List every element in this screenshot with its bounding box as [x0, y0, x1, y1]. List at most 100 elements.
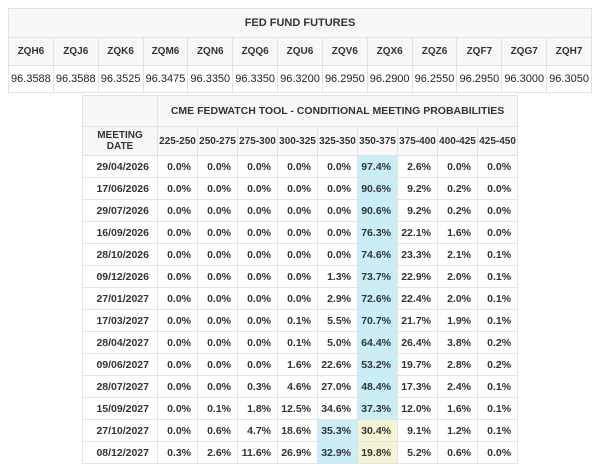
futures-contract-header: ZQH6	[8, 37, 54, 66]
fedwatch-table-body: 29/04/2026 0.0% 0.0% 0.0% 0.0% 0.0% 97.4% 2.6% 0…	[82, 155, 519, 464]
probability-cell: 0.0%	[197, 375, 238, 398]
meeting-date-cell: 16/09/2026	[82, 221, 158, 244]
fed-fund-futures-table: FED FUND FUTURES ZQH6 ZQJ6 ZQK6 ZQM6 ZQN6 ZQQ…	[8, 8, 592, 93]
probability-cell: 2.8%	[437, 353, 478, 376]
probability-cell: 26.4%	[397, 331, 438, 354]
probability-cell: 0.0%	[237, 309, 278, 332]
probability-cell: 0.2%	[476, 353, 519, 376]
rate-range-header: 300-325	[277, 126, 318, 156]
probability-cell: 2.1%	[437, 243, 478, 266]
probability-cell: 0.0%	[197, 309, 238, 332]
probability-cell: 19.8%	[357, 441, 398, 464]
probability-cell: 0.0%	[277, 221, 318, 244]
probability-cell: 73.7%	[357, 265, 398, 288]
probability-cell: 0.0%	[157, 419, 198, 442]
probability-cell: 0.1%	[476, 397, 519, 420]
meeting-date-cell: 27/10/2027	[82, 419, 158, 442]
meeting-row: 28/07/2027 0.0% 0.0% 0.3% 4.6% 27.0% 48.4% 17.3…	[82, 375, 519, 398]
probability-cell: 48.4%	[357, 375, 398, 398]
probability-cell: 0.0%	[317, 155, 358, 178]
meeting-date-cell: 09/06/2027	[82, 353, 158, 376]
probability-cell: 0.0%	[157, 199, 198, 222]
probability-cell: 0.1%	[476, 419, 519, 442]
probability-cell: 0.1%	[476, 287, 519, 310]
probability-cell: 37.3%	[357, 397, 398, 420]
probability-cell: 0.0%	[277, 155, 318, 178]
probability-cell: 0.0%	[277, 287, 318, 310]
futures-price-row: 96.3588 96.3588 96.3525 96.3475 96.3350 96.33…	[8, 65, 592, 93]
futures-contract-header: ZQK6	[97, 37, 144, 66]
meeting-row: 29/07/2026 0.0% 0.0% 0.0% 0.0% 0.0% 90.6% 9.2% 0…	[82, 199, 519, 222]
futures-price-cell: 96.3475	[142, 65, 189, 93]
probability-cell: 0.0%	[237, 287, 278, 310]
futures-contract-header: ZQX6	[366, 37, 413, 66]
probability-cell: 0.0%	[317, 243, 358, 266]
probability-cell: 0.0%	[476, 155, 519, 178]
fedwatch-title-row: CME FEDWATCH TOOL - CONDITIONAL MEETING …	[82, 95, 519, 127]
rate-range-header: 400-425	[437, 126, 478, 156]
futures-price-cell: 96.3050	[546, 65, 592, 93]
probability-cell: 0.0%	[157, 265, 198, 288]
probability-cell: 4.7%	[237, 419, 278, 442]
futures-table-title: FED FUND FUTURES	[8, 8, 592, 38]
meeting-date-cell: 29/07/2026	[82, 199, 158, 222]
probability-cell: 0.0%	[237, 331, 278, 354]
probability-cell: 5.0%	[317, 331, 358, 354]
probability-cell: 0.1%	[197, 397, 238, 420]
meeting-row: 28/10/2026 0.0% 0.0% 0.0% 0.0% 0.0% 74.6% 23.3%…	[82, 243, 519, 266]
fedwatch-corner-cell	[82, 95, 158, 127]
probability-cell: 0.0%	[277, 265, 318, 288]
probability-cell: 0.0%	[277, 243, 318, 266]
fedwatch-probabilities-table: CME FEDWATCH TOOL - CONDITIONAL MEETING …	[82, 95, 519, 464]
probability-cell: 0.2%	[437, 199, 478, 222]
fedwatch-header-row: MEETING DATE 225-250 250-275 275-300 300-32…	[82, 126, 519, 156]
probability-cell: 0.0%	[197, 265, 238, 288]
probability-cell: 5.2%	[397, 441, 438, 464]
probability-cell: 0.0%	[476, 199, 519, 222]
probability-cell: 11.6%	[237, 441, 278, 464]
probability-cell: 0.0%	[197, 353, 238, 376]
futures-price-cell: 96.3350	[187, 65, 234, 93]
probability-cell: 0.0%	[197, 177, 238, 200]
probability-cell: 0.0%	[437, 155, 478, 178]
probability-cell: 2.6%	[197, 441, 238, 464]
meeting-date-cell: 17/06/2026	[82, 177, 158, 200]
probability-cell: 0.1%	[277, 309, 318, 332]
probability-cell: 0.0%	[277, 199, 318, 222]
probability-cell: 9.2%	[397, 177, 438, 200]
probability-cell: 0.0%	[197, 155, 238, 178]
futures-contract-header: ZQM6	[142, 37, 189, 66]
probability-cell: 72.6%	[357, 287, 398, 310]
futures-price-cell: 96.2950	[456, 65, 503, 93]
meeting-row: 16/09/2026 0.0% 0.0% 0.0% 0.0% 0.0% 76.3% 22.1%…	[82, 221, 519, 244]
probability-cell: 0.6%	[437, 441, 478, 464]
probability-cell: 0.0%	[157, 309, 198, 332]
probability-cell: 0.0%	[237, 265, 278, 288]
fedwatch-table-title: CME FEDWATCH TOOL - CONDITIONAL MEETING …	[156, 95, 519, 127]
probability-cell: 2.0%	[437, 265, 478, 288]
futures-contract-header: ZQJ6	[52, 37, 99, 66]
futures-price-cell: 96.3000	[501, 65, 548, 93]
meeting-row: 08/12/2027 0.3% 2.6% 11.6% 26.9% 32.9% 19.8% 5.…	[82, 441, 519, 464]
probability-cell: 0.0%	[476, 441, 519, 464]
rate-range-header: 325-350	[317, 126, 358, 156]
probability-cell: 0.0%	[237, 221, 278, 244]
meeting-date-cell: 29/04/2026	[82, 155, 158, 178]
futures-contract-header: ZQZ6	[411, 37, 458, 66]
probability-cell: 0.1%	[277, 331, 318, 354]
meeting-row: 17/03/2027 0.0% 0.0% 0.0% 0.1% 5.5% 70.7% 21.7%…	[82, 309, 519, 332]
probability-cell: 0.0%	[157, 375, 198, 398]
probability-cell: 0.0%	[317, 177, 358, 200]
futures-contract-header-row: ZQH6 ZQJ6 ZQK6 ZQM6 ZQN6 ZQQ6 ZQU6 ZQV6 ZQX6 ZQZ6…	[8, 37, 592, 66]
probability-cell: 0.0%	[157, 155, 198, 178]
probability-cell: 12.0%	[397, 397, 438, 420]
meeting-row: 17/06/2026 0.0% 0.0% 0.0% 0.0% 0.0% 90.6% 9.2% 0…	[82, 177, 519, 200]
probability-cell: 1.9%	[437, 309, 478, 332]
futures-price-cell: 96.3588	[8, 65, 54, 93]
probability-cell: 0.0%	[277, 177, 318, 200]
futures-price-cell: 96.2900	[366, 65, 413, 93]
meeting-date-cell: 28/04/2027	[82, 331, 158, 354]
probability-cell: 90.6%	[357, 199, 398, 222]
meeting-row: 28/04/2027 0.0% 0.0% 0.0% 0.1% 5.0% 64.4% 26.4%…	[82, 331, 519, 354]
meeting-date-cell: 28/10/2026	[82, 243, 158, 266]
